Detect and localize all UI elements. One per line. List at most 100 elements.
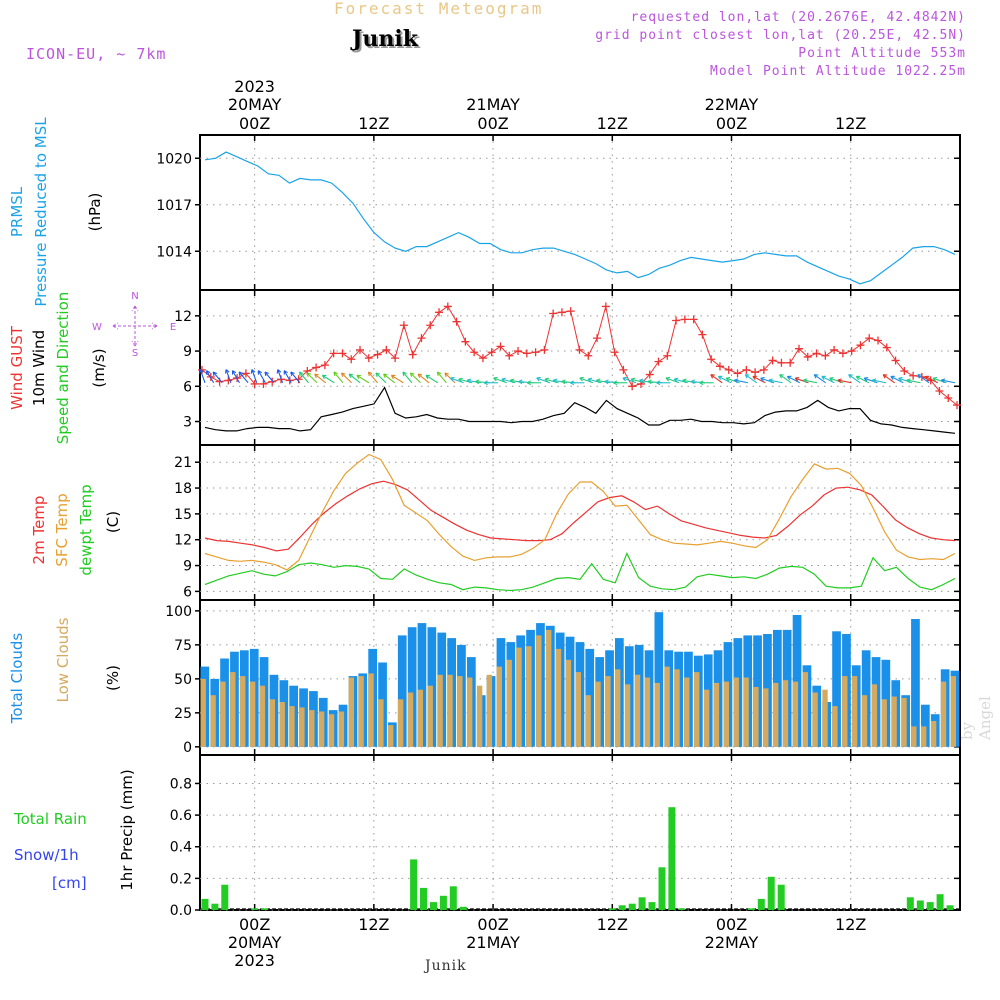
low-cloud-bar-41 (605, 676, 611, 747)
wind-arrowhead-14 (314, 373, 319, 379)
gust-marker-5 (241, 369, 250, 378)
wind-arrowhead-72 (813, 374, 819, 379)
gust-marker-85 (944, 394, 953, 403)
wind-arrowhead-73 (821, 375, 826, 381)
ytick-label-1-2: 1020 (156, 151, 192, 167)
gust-marker-7 (259, 379, 268, 388)
rain-bar-6 (261, 908, 269, 910)
gust-marker-20 (373, 350, 382, 359)
rain-bar-5 (251, 908, 259, 910)
gust-marker-47 (610, 348, 619, 357)
low-cloud-bar-38 (575, 672, 581, 747)
low-cloud-bar-46 (654, 682, 660, 747)
wind-arrow-65 (752, 375, 766, 384)
wind-arrowhead-85 (924, 375, 930, 381)
wind-arrow-83 (906, 379, 921, 384)
top-date-label-2: 21MAY (466, 95, 520, 114)
low-cloud-bar-24 (437, 674, 443, 747)
low-cloud-bar-32 (516, 647, 522, 747)
wind-arrowhead-4 (231, 370, 237, 375)
gust-marker-0 (197, 365, 206, 374)
low-cloud-bar-42 (615, 669, 621, 747)
gust-marker-62 (742, 365, 751, 374)
low-cloud-bar-66 (851, 676, 858, 747)
gust-marker-59 (715, 362, 724, 371)
low-cloud-bar-36 (555, 648, 562, 747)
low-cloud-bar-11 (309, 710, 315, 747)
low-cloud-bar-0 (200, 678, 206, 747)
wind-arrowhead-3 (224, 369, 230, 374)
gust-marker-33 (487, 348, 496, 357)
wind-arrowhead-13 (306, 372, 312, 377)
gust-marker-48 (619, 365, 628, 374)
wind-arrowhead-22 (383, 373, 388, 379)
ytick-label-2-2: 9 (183, 344, 192, 360)
wind-arrow-77 (856, 375, 870, 384)
wind-arrow-80 (882, 374, 895, 384)
wind-arrow-27 (425, 374, 439, 384)
bottom-hour-label-3: 12Z (597, 915, 628, 934)
ytick-label-5-4: 0.8 (170, 776, 192, 792)
ylabel-total-rain: Total Rain (13, 810, 87, 828)
rain-bar-57 (767, 876, 775, 910)
point-altitude: Point Altitude 553m (798, 46, 966, 61)
low-cloud-bar-72 (911, 726, 917, 747)
wind-arrowhead-30 (450, 376, 455, 382)
wind-arrowhead-9 (276, 369, 282, 374)
gust-marker-49 (628, 382, 637, 391)
rain-bar-45 (648, 902, 656, 910)
gust-marker-64 (759, 365, 768, 374)
rain-bar-48 (678, 908, 686, 910)
ytick-label-4-1: 25 (174, 706, 192, 722)
wind-arrow-28 (436, 371, 447, 384)
low-cloud-bar-73 (921, 726, 927, 747)
wind-arrow-73 (821, 375, 835, 384)
rain-bar-42 (618, 905, 626, 910)
wind-arrow-84 (917, 374, 930, 384)
rain-bar-43 (628, 903, 636, 910)
wind-arrowhead-47 (596, 378, 601, 384)
wind-arrow-81 (890, 375, 904, 384)
wind-arrowhead-66 (760, 376, 765, 382)
wind-arrowhead-39 (526, 380, 531, 386)
low-cloud-bar-67 (861, 695, 868, 747)
gust-marker-80 (900, 367, 909, 376)
total-cloud-bar-73 (921, 704, 930, 747)
total-cloud-bar-22 (417, 623, 427, 747)
low-cloud-bar-13 (328, 714, 335, 747)
total-cloud-bar-21 (407, 627, 417, 747)
ytick-label-3-3: 15 (174, 507, 192, 523)
wind-arrowhead-79 (871, 378, 877, 384)
gust-marker-45 (593, 334, 602, 343)
gust-marker-70 (812, 349, 821, 358)
gust-marker-60 (724, 365, 733, 374)
wind-arrowhead-19 (356, 374, 361, 380)
bottom-hour-label-5: 12Z (835, 915, 866, 934)
wind-arrow-3 (225, 369, 232, 383)
wind-arrowhead-57 (682, 378, 687, 384)
wind-arrowhead-80 (882, 374, 888, 379)
wind-arrowhead-52 (639, 378, 644, 384)
pressure-line (204, 151, 956, 285)
low-cloud-bar-21 (407, 692, 414, 747)
gust-marker-31 (470, 348, 479, 357)
gust-marker-15 (329, 349, 338, 358)
low-cloud-bar-56 (753, 687, 759, 747)
low-cloud-bar-54 (733, 677, 739, 747)
rain-bar-75 (946, 905, 954, 910)
bottom-station-label: Junik (425, 958, 467, 974)
total-cloud-bar-46 (654, 612, 664, 747)
low-cloud-bar-8 (279, 702, 285, 747)
wind-arrowhead-60 (710, 374, 715, 379)
wind-arrowhead-44 (570, 380, 575, 386)
ytick-label-4-4: 100 (165, 604, 192, 620)
ytick-label-5-1: 0.2 (170, 871, 192, 887)
ytick-label-3-5: 21 (174, 455, 192, 471)
gust-marker-17 (347, 355, 356, 364)
low-cloud-bar-3 (230, 672, 236, 747)
ytick-label-4-2: 50 (174, 672, 192, 688)
wind-arrowhead-24 (402, 371, 407, 377)
wind-arrowhead-8 (264, 371, 269, 377)
low-cloud-bar-28 (476, 685, 483, 747)
